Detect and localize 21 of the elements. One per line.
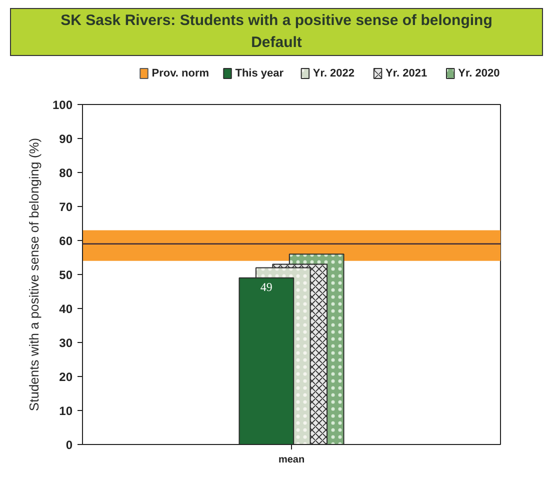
chart-subtitle: Default — [250, 33, 303, 53]
legend-label: This year — [235, 68, 284, 80]
legend-label: Yr. 2021 — [386, 68, 428, 80]
y-tick-label: 90 — [59, 132, 73, 146]
y-tick-label: 40 — [59, 302, 73, 316]
chart-title: SK Sask Rivers: Students with a positive sense of belonging — [60, 11, 492, 31]
y-tick-label: 70 — [59, 200, 73, 214]
legend-label: Yr. 2022 — [312, 68, 355, 80]
y-tick-label: 10 — [59, 404, 73, 418]
data-label: 49 — [260, 280, 272, 294]
y-tick-label: 50 — [59, 268, 73, 282]
y-tick-label: 30 — [59, 336, 73, 350]
y-tick-label: 60 — [59, 234, 73, 248]
y-tick-label: 0 — [66, 438, 73, 452]
x-tick-label: mean — [278, 454, 305, 466]
y-tick-label: 100 — [52, 98, 73, 112]
legend-label: Yr. 2020 — [458, 68, 500, 80]
y-tick-label: 20 — [59, 370, 73, 384]
y-tick-label: 80 — [59, 166, 73, 180]
legend-label: Prov. norm — [152, 68, 210, 80]
y-axis-title: Students with a positive sense of belonging (%) — [26, 138, 42, 412]
